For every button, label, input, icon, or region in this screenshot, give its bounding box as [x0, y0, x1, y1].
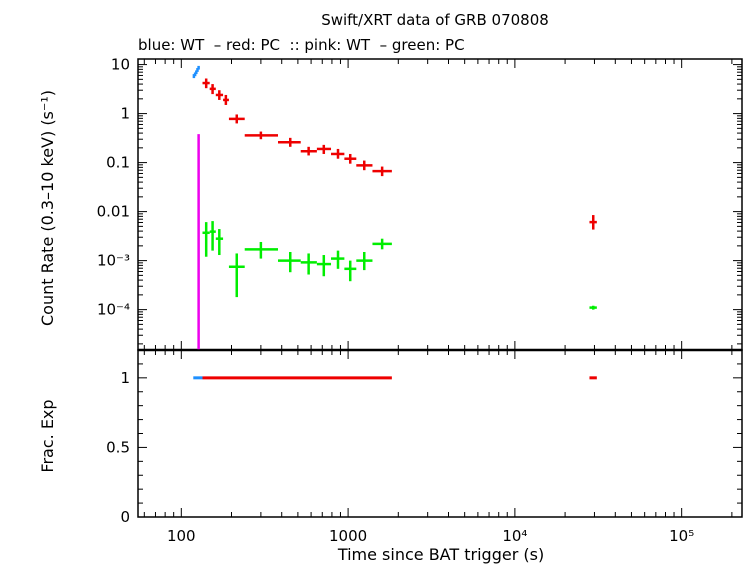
count-rate-frame: [137, 58, 743, 351]
x-axis-label: Time since BAT trigger (s): [337, 545, 544, 564]
y-tick-label: 1: [120, 105, 130, 123]
y-tick-label: 1: [120, 369, 130, 387]
count-rate-panel: 10 1 0.1 0.01 10⁻³ 10⁻⁴: [97, 56, 743, 352]
x-tick-label: 10⁴: [502, 527, 527, 545]
chart-subtitle: blue: WT – red: PC :: pink: WT – green: …: [138, 36, 465, 54]
chart-title: Swift/XRT data of GRB 070808: [321, 11, 549, 29]
x-tick-label: 100: [167, 527, 196, 545]
y-tick-label: 0.5: [106, 438, 130, 456]
frac-exp-frame: [137, 349, 743, 518]
y-axis-label-frac-exp: Frac. Exp: [38, 399, 57, 472]
y-tick-label: 10⁻⁴: [97, 301, 130, 319]
fractional-exposure-panel: 100 1000 10⁴ 10⁵ 1 0.5 0: [106, 349, 743, 545]
y-tick-label: 10: [111, 56, 130, 74]
x-tick-label: 1000: [329, 527, 367, 545]
x-tick-label: 10⁵: [669, 527, 694, 545]
y-tick-label: 10⁻³: [97, 252, 130, 270]
y-axis-label-count-rate: Count Rate (0.3–10 keV) (s⁻¹): [38, 90, 57, 326]
y-tick-label: 0.1: [106, 154, 130, 172]
y-tick-label: 0.01: [97, 203, 130, 221]
y-tick-label: 0: [120, 508, 130, 526]
